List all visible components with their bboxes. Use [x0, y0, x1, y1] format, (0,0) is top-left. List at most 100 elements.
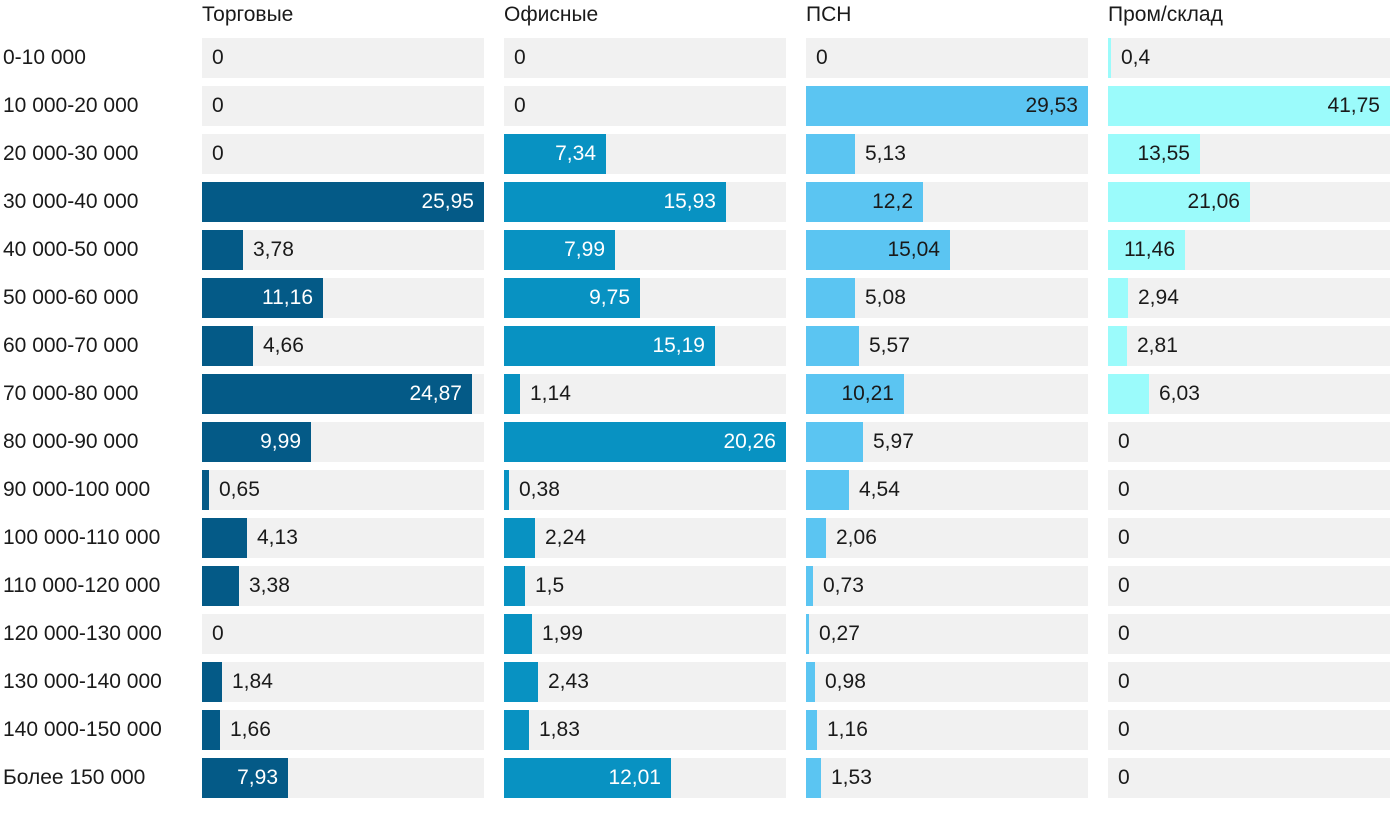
- bar: [504, 278, 640, 318]
- bar-track: [202, 662, 484, 702]
- row-label: 80 000-90 000: [3, 430, 139, 453]
- data-label: 0: [1118, 526, 1130, 549]
- data-label: 0: [212, 142, 224, 165]
- data-label: 0: [1118, 670, 1130, 693]
- row-label: 120 000-130 000: [3, 622, 162, 645]
- column-header: Офисные: [504, 3, 599, 26]
- data-label: 7,99: [564, 238, 605, 261]
- data-label: 1,14: [530, 382, 571, 405]
- bar: [1108, 230, 1185, 270]
- row-label: 90 000-100 000: [3, 478, 151, 501]
- bar-track: [202, 470, 484, 510]
- data-label: 29,53: [1025, 94, 1078, 117]
- data-label: 1,66: [230, 718, 271, 741]
- bar-track: [1108, 566, 1390, 606]
- bar-track: [504, 38, 786, 78]
- data-label: 0: [212, 94, 224, 117]
- row-label: Более 150 000: [3, 766, 146, 789]
- row-label: 20 000-30 000: [3, 142, 139, 165]
- bar-track: [1108, 326, 1390, 366]
- row-label: 70 000-80 000: [3, 382, 139, 405]
- data-label: 20,26: [723, 430, 776, 453]
- bar: [504, 422, 786, 462]
- bar-track: [1108, 470, 1390, 510]
- data-label: 0,38: [519, 478, 560, 501]
- bar-track: [504, 710, 786, 750]
- data-label: 2,94: [1138, 286, 1179, 309]
- column-header: Торговые: [202, 3, 294, 26]
- bar-track: [1108, 278, 1390, 318]
- bar: [806, 230, 950, 270]
- bar: [806, 614, 809, 654]
- bar: [504, 566, 525, 606]
- bar-track: [504, 614, 786, 654]
- bar-track: [806, 566, 1088, 606]
- bar: [504, 470, 509, 510]
- data-label: 1,83: [539, 718, 580, 741]
- bar-track: [504, 662, 786, 702]
- bar: [202, 470, 209, 510]
- bar: [202, 566, 239, 606]
- data-label: 0: [514, 46, 526, 69]
- bar-track: [806, 38, 1088, 78]
- data-label: 0,27: [819, 622, 860, 645]
- bar: [806, 86, 1088, 126]
- data-label: 0: [1118, 718, 1130, 741]
- bar-track: [1108, 518, 1390, 558]
- data-label: 5,08: [865, 286, 906, 309]
- data-label: 4,13: [257, 526, 298, 549]
- bar: [504, 710, 529, 750]
- bar-track: [1108, 38, 1390, 78]
- bar: [1108, 278, 1128, 318]
- bar-track: [202, 518, 484, 558]
- bar: [202, 662, 222, 702]
- bar: [806, 326, 859, 366]
- bar: [806, 182, 923, 222]
- data-label: 7,34: [555, 142, 596, 165]
- data-label: 5,57: [869, 334, 910, 357]
- data-label: 11,16: [262, 286, 313, 309]
- bar-track: [504, 518, 786, 558]
- bar: [504, 518, 535, 558]
- bar: [806, 710, 817, 750]
- bar-track: [504, 86, 786, 126]
- data-label: 12,01: [608, 766, 661, 789]
- bar-track: [1108, 758, 1390, 798]
- data-label: 1,16: [827, 718, 868, 741]
- bar: [202, 710, 220, 750]
- bar: [806, 518, 826, 558]
- bar: [1108, 38, 1111, 78]
- data-label: 0,65: [219, 478, 260, 501]
- data-label: 3,78: [253, 238, 294, 261]
- bar-track: [806, 662, 1088, 702]
- data-label: 6,03: [1159, 382, 1200, 405]
- data-label: 9,99: [260, 430, 301, 453]
- bar: [1108, 86, 1390, 126]
- data-label: 0,73: [823, 574, 864, 597]
- data-label: 15,93: [663, 190, 716, 213]
- data-label: 1,5: [535, 574, 565, 597]
- row-label: 100 000-110 000: [3, 526, 161, 549]
- data-label: 5,97: [873, 430, 914, 453]
- bar-track: [806, 470, 1088, 510]
- bar: [504, 614, 532, 654]
- bar: [806, 374, 904, 414]
- data-label: 0,4: [1121, 46, 1151, 69]
- bar: [504, 326, 715, 366]
- data-label: 5,13: [865, 142, 906, 165]
- bar-track: [1108, 710, 1390, 750]
- bar: [806, 134, 855, 174]
- row-label: 50 000-60 000: [3, 286, 139, 309]
- column-header: Пром/склад: [1108, 3, 1223, 26]
- data-label: 0,98: [825, 670, 866, 693]
- bar: [504, 230, 615, 270]
- bar: [504, 182, 726, 222]
- data-label: 1,99: [542, 622, 583, 645]
- bar: [1108, 326, 1127, 366]
- data-label: 41,75: [1327, 94, 1380, 117]
- data-label: 0: [1118, 478, 1130, 501]
- data-label: 1,53: [831, 766, 872, 789]
- data-label: 25,95: [421, 190, 474, 213]
- bar: [806, 758, 821, 798]
